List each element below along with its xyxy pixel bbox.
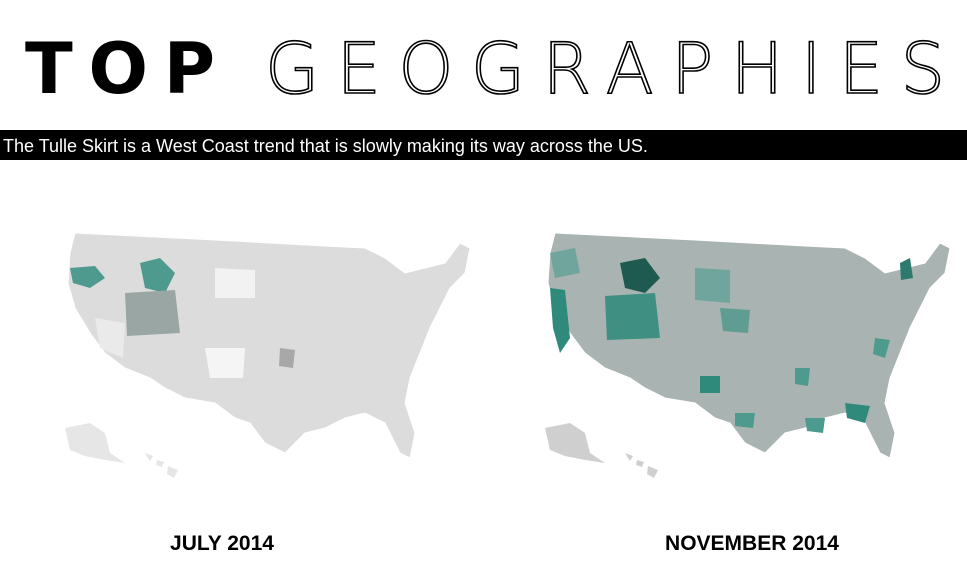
map-label: JULY 2014 <box>170 532 274 555</box>
title-light: GEOGRAPHIES <box>265 28 945 110</box>
map-label: NOVEMBER 2014 <box>665 532 839 555</box>
subtitle-bar <box>0 130 967 160</box>
title-bold: TOP <box>25 28 215 110</box>
subtitle: The Tulle Skirt is a West Coast trend th… <box>3 136 648 156</box>
map-july <box>65 232 471 478</box>
map-november <box>545 232 951 478</box>
